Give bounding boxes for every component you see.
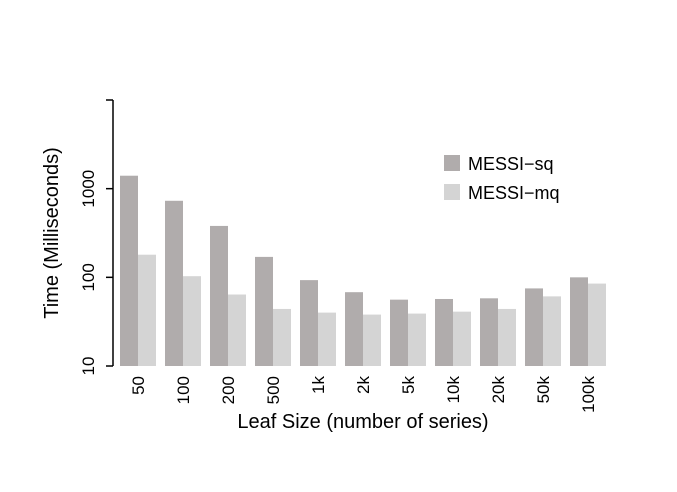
legend-swatch [444,155,460,171]
x-tick-label: 10k [444,376,463,404]
bar-mq-2k [363,314,381,366]
bar-sq-10k [435,298,453,366]
y-tick-label: 10 [79,357,98,376]
bar-mq-20k [498,308,516,366]
y-tick-label: 1000 [79,170,98,208]
legend: MESSI−sq MESSI−mq [444,154,560,203]
bar-mq-5k [408,313,426,366]
bar-sq-50 [120,175,138,366]
bar-sq-200 [210,225,228,366]
bar-mq-200 [228,294,246,366]
bars [120,175,606,366]
bar-sq-100k [570,277,588,366]
bar-mq-10k [453,311,471,366]
y-axis-label: Time (Milliseconds) [41,147,63,319]
bar-mq-500 [273,308,291,366]
x-tick-label: 1k [309,376,328,394]
bar-mq-100k [588,283,606,366]
y-tick-label: 100 [79,263,98,291]
x-tick-label: 20k [489,376,508,404]
legend-label: MESSI−mq [468,183,560,203]
legend-label: MESSI−sq [468,154,554,174]
bar-sq-2k [345,292,363,366]
x-tick-label: 2k [354,376,373,394]
x-tick-label: 100 [174,376,193,404]
legend-swatch [444,184,460,200]
x-axis-label: Leaf Size (number of series) [237,411,488,433]
bar-mq-1k [318,312,336,366]
bar-sq-50k [525,288,543,366]
bar-sq-500 [255,256,273,366]
x-tick-label: 50 [129,376,148,395]
bar-sq-1k [300,280,318,366]
y-axis: 10 100 1000 [79,99,114,376]
bar-mq-50k [543,296,561,366]
bar-sq-20k [480,298,498,366]
bar-sq-100 [165,200,183,366]
x-tick-label: 50k [534,376,553,404]
bar-mq-50 [138,254,156,366]
bar-mq-100 [183,276,201,366]
bar-sq-5k [390,299,408,366]
x-tick-label: 500 [264,376,283,404]
x-tick-label: 200 [219,376,238,404]
x-tick-labels: 50 100 200 500 1k 2k 5k 10k 20k 50k 100k [129,376,598,413]
x-tick-label: 100k [579,376,598,413]
x-tick-label: 5k [399,376,418,394]
